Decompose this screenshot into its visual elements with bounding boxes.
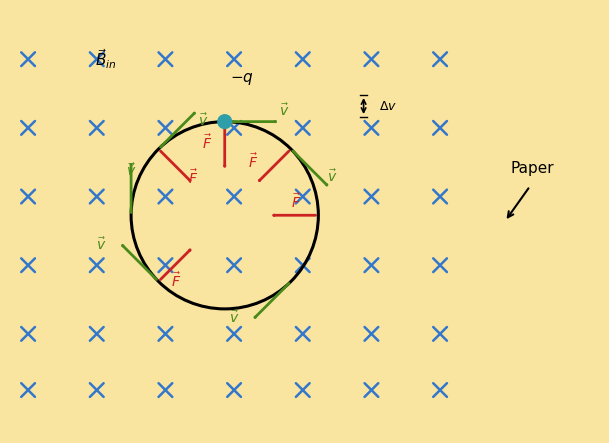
Text: $\vec{F}$: $\vec{F}$: [202, 133, 213, 152]
Text: $\vec{v}$: $\vec{v}$: [96, 237, 107, 253]
Text: $\vec{v}$: $\vec{v}$: [229, 310, 239, 326]
Text: $\vec{v}$: $\vec{v}$: [327, 169, 337, 185]
Text: $\Delta v$: $\Delta v$: [379, 100, 397, 113]
Text: $\vec{F}$: $\vec{F}$: [171, 272, 181, 291]
Text: $\vec{v}$: $\vec{v}$: [126, 163, 136, 179]
Text: $\vec{B}_{in}$: $\vec{B}_{in}$: [96, 47, 117, 71]
Text: $\vec{F}$: $\vec{F}$: [248, 152, 258, 171]
Circle shape: [218, 115, 231, 128]
Text: $\vec{F}$: $\vec{F}$: [188, 168, 198, 187]
Text: $\vec{v}$: $\vec{v}$: [279, 102, 289, 119]
Text: Paper: Paper: [510, 161, 554, 176]
Text: $\vec{v}$: $\vec{v}$: [198, 112, 208, 128]
Text: $\vec{F}$: $\vec{F}$: [292, 193, 301, 211]
Text: $-q$: $-q$: [230, 71, 254, 87]
